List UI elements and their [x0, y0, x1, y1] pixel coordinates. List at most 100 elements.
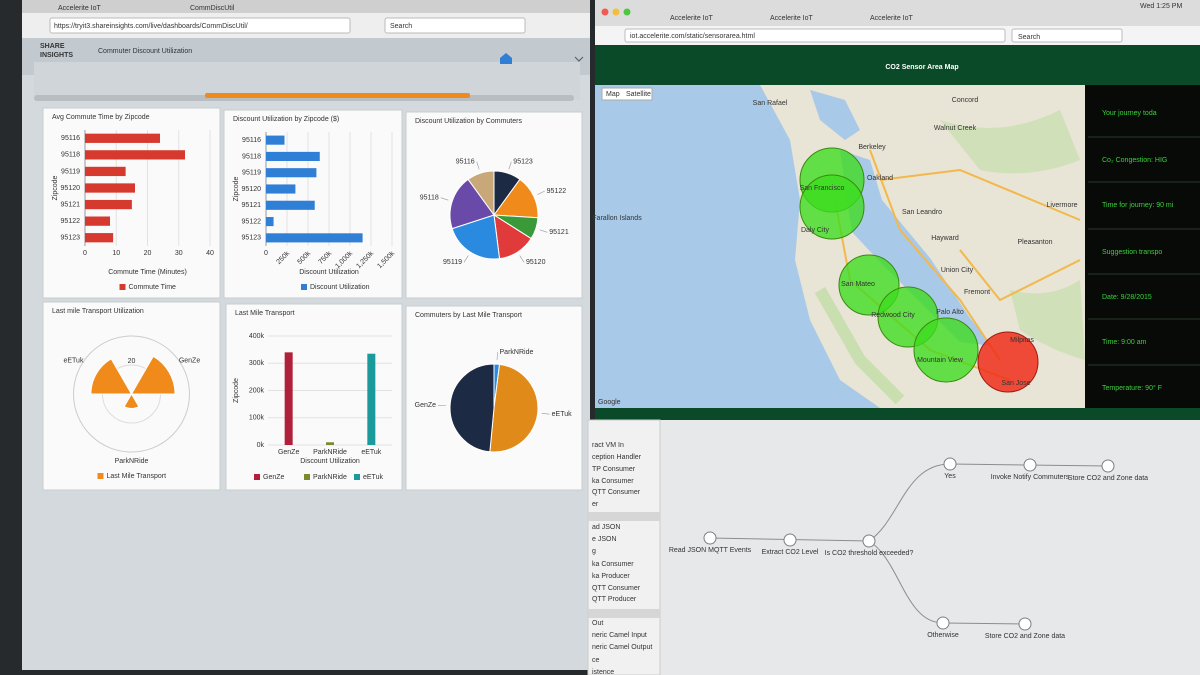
- y-tick-label: 400k: [249, 333, 265, 340]
- y-tick-label: 0k: [257, 442, 265, 449]
- palette-item[interactable]: er: [592, 501, 599, 508]
- flow-node[interactable]: [703, 531, 717, 545]
- tab-label[interactable]: Accelerite IoT: [870, 15, 914, 22]
- palette-item[interactable]: ka Consumer: [592, 561, 634, 568]
- palette-item[interactable]: e JSON: [592, 536, 617, 543]
- y-tick-label: 95118: [242, 153, 261, 160]
- flow-node[interactable]: [1018, 617, 1032, 631]
- y-tick-label: 300k: [249, 360, 265, 367]
- tab-label[interactable]: Accelerite IoT: [770, 15, 814, 22]
- polar-frame: [73, 335, 190, 453]
- flow-node[interactable]: [936, 616, 950, 630]
- place-label: Walnut Creek: [934, 125, 977, 132]
- bar: [266, 184, 296, 194]
- legend-label: Commute Time: [129, 284, 177, 291]
- map-road: [869, 149, 1001, 361]
- x-tick-label: 0: [83, 250, 87, 257]
- search-field[interactable]: [384, 17, 526, 34]
- info-text: Date: 9/28/2015: [1102, 294, 1152, 301]
- map-footer: [595, 408, 1200, 420]
- bar: [326, 442, 334, 445]
- slice-label: GenZe: [415, 402, 437, 409]
- flow-node[interactable]: [1101, 459, 1115, 473]
- flow-node[interactable]: [1023, 458, 1037, 472]
- map-type-control[interactable]: [601, 87, 653, 101]
- x-tick-label: eETuk: [361, 449, 381, 456]
- url-field[interactable]: [624, 28, 1006, 43]
- window-control[interactable]: [612, 8, 620, 16]
- window-control[interactable]: [601, 8, 609, 16]
- place-label: San Francisco: [800, 185, 845, 192]
- y-tick-label: 95119: [242, 170, 261, 177]
- palette-section: [588, 609, 660, 618]
- info-text: Co₂ Congestion: HIG: [1102, 157, 1167, 164]
- leader-line: [537, 190, 545, 195]
- map-park: [940, 110, 1080, 174]
- place-label: San Mateo: [841, 281, 875, 288]
- palette-item[interactable]: neric Camel Input: [592, 632, 647, 639]
- tab-label[interactable]: Accelerite IoT: [58, 5, 102, 12]
- palette-item[interactable]: QTT Producer: [592, 596, 637, 603]
- x-tick-label: 40: [206, 250, 214, 257]
- place-label: San Leandro: [902, 209, 942, 216]
- palette-item[interactable]: Out: [592, 620, 603, 627]
- url-text: iot.accelerite.com/static/sensorarea.htm…: [630, 33, 755, 40]
- legend-label: eETuk: [363, 474, 383, 481]
- map[interactable]: [595, 85, 1085, 408]
- y-tick-label: 95119: [61, 168, 80, 175]
- palette-item[interactable]: QTT Consumer: [592, 489, 641, 496]
- map-bay: [810, 90, 860, 140]
- place-label: Redwood City: [871, 312, 915, 319]
- bar: [85, 183, 135, 193]
- bar: [85, 233, 114, 243]
- palette-item[interactable]: ka Consumer: [592, 478, 634, 485]
- y-tick-label: 95121: [61, 201, 81, 208]
- y-tick-label: 95122: [61, 218, 81, 225]
- leader-line: [440, 197, 449, 201]
- leader-line: [541, 412, 550, 415]
- place-label: Farallon Islands: [592, 215, 642, 222]
- y-tick-label: 100k: [249, 415, 265, 422]
- palette-item[interactable]: ce: [592, 657, 600, 664]
- palette-item[interactable]: ract VM In: [592, 442, 624, 449]
- sensor-zone[interactable]: [799, 174, 865, 240]
- url-text: https://tryit3.shareinsights.com/live/da…: [54, 23, 248, 30]
- palette-item[interactable]: neric Camel Output: [592, 644, 652, 651]
- legend-swatch: [97, 473, 104, 479]
- y-tick-label: 95120: [242, 186, 262, 193]
- x-tick-label: 10: [112, 250, 120, 257]
- legend-swatch: [301, 284, 307, 290]
- flow-node[interactable]: [862, 534, 876, 548]
- url-field[interactable]: [49, 17, 351, 34]
- flow-node[interactable]: [783, 533, 797, 547]
- place-label: Oakland: [867, 175, 893, 182]
- map-title: CO2 Sensor Area Map: [885, 64, 958, 71]
- tab-label[interactable]: CommDiscUtil: [190, 5, 235, 12]
- collapse-icon[interactable]: [574, 56, 584, 62]
- tab-label[interactable]: Accelerite IoT: [670, 15, 714, 22]
- slice-label: 95122: [547, 188, 567, 195]
- y-tick-label: 95118: [61, 152, 80, 159]
- window-control[interactable]: [623, 8, 631, 16]
- place-label: Livermore: [1046, 202, 1077, 209]
- search-field[interactable]: [1011, 28, 1123, 43]
- palette-item[interactable]: istence: [592, 669, 614, 675]
- chart-title: Last Mile Transport: [235, 310, 295, 317]
- slider-range[interactable]: [205, 93, 470, 98]
- sensor-zone[interactable]: [913, 317, 979, 383]
- palette-item[interactable]: ception Handler: [592, 454, 642, 461]
- map-type-button[interactable]: Satellite: [626, 91, 651, 98]
- home-icon[interactable]: [500, 53, 512, 64]
- palette-item[interactable]: ad JSON: [592, 524, 620, 531]
- palette-item[interactable]: QTT Consumer: [592, 585, 641, 592]
- map-type-button[interactable]: Map: [606, 91, 620, 98]
- y-tick-label: 200k: [249, 387, 265, 394]
- palette-item[interactable]: TP Consumer: [592, 466, 636, 473]
- palette-item[interactable]: g: [592, 548, 596, 555]
- palette-item[interactable]: ka Producer: [592, 573, 630, 580]
- flow-node[interactable]: [943, 457, 957, 471]
- leader-line: [519, 255, 525, 263]
- sensor-zone[interactable]: [977, 331, 1039, 393]
- pie-slice: [451, 214, 501, 260]
